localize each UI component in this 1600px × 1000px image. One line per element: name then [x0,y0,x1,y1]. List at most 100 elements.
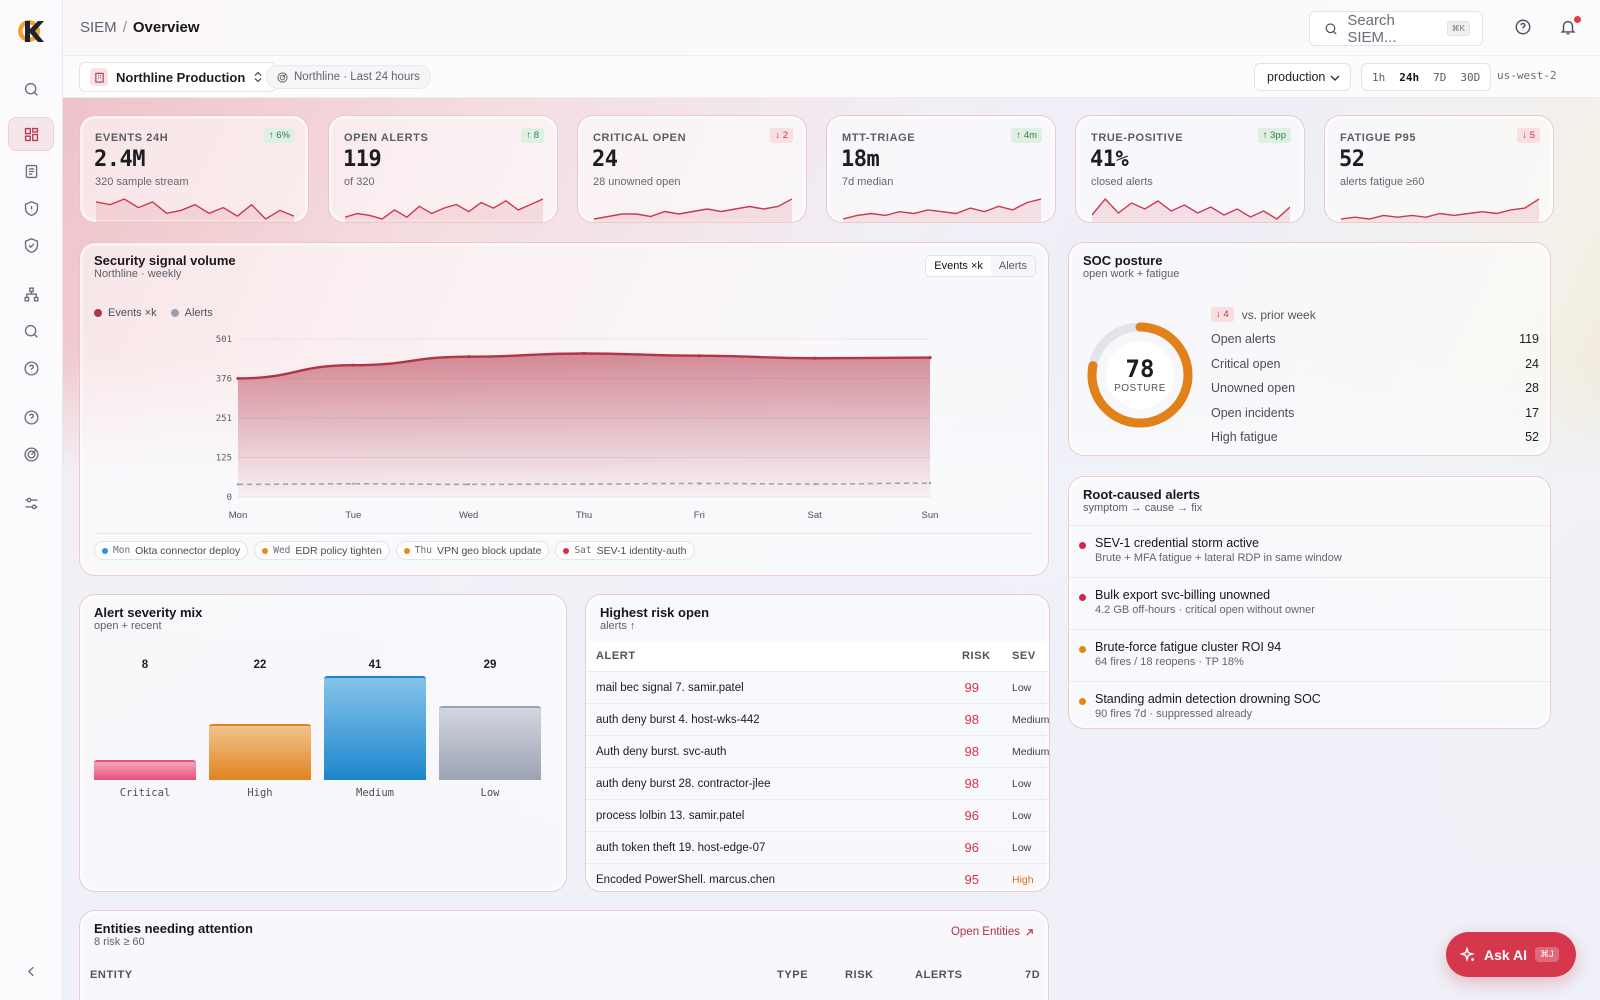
kpi-value: 52 [1339,147,1365,172]
events-point[interactable] [697,354,701,358]
severity-value: 8 [141,659,149,671]
col-risk[interactable]: RISK [845,969,874,981]
sidebar-detections-icon[interactable] [8,228,54,262]
project-switcher[interactable]: Northline Production [79,62,277,92]
alerts-point[interactable] [352,482,355,485]
posture-stat-row: Open incidents 17 [1211,406,1539,420]
legend-events[interactable]: Events ×k [94,307,157,319]
kpi-value: 24 [592,147,618,172]
sidebar-logs-icon[interactable] [8,154,54,188]
card-title: SOC posture [1083,253,1163,268]
tab-events[interactable]: Events ×k [926,256,991,276]
kpi-label: MTT-TRIAGE [842,132,916,144]
table-row[interactable]: mail bec signal 7. samir.patel 99 Low [586,671,1049,703]
root-cause-item[interactable]: Bulk export svc-billing unowned 4.2 GB of… [1069,577,1550,629]
alerts-point[interactable] [813,482,816,486]
severity-bar[interactable] [209,724,311,780]
tab-alerts[interactable]: Alerts [998,260,1027,272]
kpi-card[interactable]: TRUE-POSITIVE 41% closed alerts ↑ 3pp [1075,115,1305,223]
annotation-chip[interactable]: Thu VPN geo block update [395,541,550,560]
events-point[interactable] [467,355,471,359]
severity-bar[interactable] [324,676,426,780]
table-row[interactable]: auth deny burst 4. host-wks-442 98 Medium [586,703,1049,735]
col-type[interactable]: TYPE [777,969,809,981]
root-cause-item[interactable]: Standing admin detection drowning SOC 90 … [1069,681,1550,733]
col-alerts[interactable]: ALERTS [915,969,963,981]
severity-bar[interactable] [94,759,196,780]
ask-ai-button[interactable]: Ask AI ⌘J [1446,932,1576,977]
sidebar-search-icon[interactable] [8,72,54,106]
sidebar-threat-intel-icon[interactable] [8,437,54,471]
col-7d[interactable]: 7D [1025,969,1041,981]
root-cause-item[interactable]: SEV-1 credential storm active Brute + MFA… [1069,525,1550,577]
alerts-point[interactable] [467,483,470,486]
risk-score: 99 [964,680,979,695]
root-cause-item[interactable]: Brute-force fatigue cluster ROI 94 64 fir… [1069,629,1550,681]
alerts-point[interactable] [698,482,701,485]
sidebar-support-icon[interactable] [8,400,54,434]
alerts-point[interactable] [582,482,586,486]
events-point[interactable] [813,356,817,360]
sidebar-help-icon[interactable] [8,351,54,385]
table-row[interactable]: process lolbin 13. samir.patel 96 Low [586,799,1049,831]
breadcrumb-root[interactable]: SIEM [80,19,117,36]
sidebar-dashboard-icon[interactable] [8,117,54,151]
kpi-sparkline [843,198,1041,222]
kpi-card[interactable]: FATIGUE P95 52 alerts fatigue ≥60 ↓ 5 [1324,115,1554,223]
kpi-value: 41% [1090,147,1129,172]
scope-badge[interactable]: Northline · Last 24 hours [266,65,431,89]
range-7d[interactable]: 7D [1433,70,1447,84]
table-row[interactable]: auth deny burst 28. contractor-jlee 98 Low [586,767,1049,799]
severity-label: Critical [119,787,171,799]
app-logo[interactable] [16,16,46,46]
col-sev[interactable]: SEV [1012,650,1036,662]
kpi-card[interactable]: EVENTS 24H 2.4M 320 sample stream ↑ 6% [79,115,309,223]
help-icon[interactable] [1514,18,1534,38]
collapse-sidebar-icon[interactable] [8,958,54,984]
kpi-card[interactable]: CRITICAL OPEN 24 28 unowned open ↓ 2 [577,115,807,223]
range-24h[interactable]: 24h [1399,70,1420,84]
kpi-label: OPEN ALERTS [344,132,429,144]
top-bar: SIEM / Overview Search SIEM... ⌘K [63,0,1600,56]
kpi-card[interactable]: MTT-TRIAGE 18m 7d median ↑ 4m [826,115,1056,223]
range-30d[interactable]: 30D [1460,70,1481,84]
range-1h[interactable]: 1h [1372,70,1386,84]
severity-value: 29 [483,659,497,671]
events-point[interactable] [582,351,586,356]
root-caused-alerts-card: Root-caused alerts symptom → cause → fix… [1068,476,1551,729]
search-input[interactable]: Search SIEM... ⌘K [1309,11,1483,46]
sidebar-settings-icon[interactable] [8,486,54,520]
events-point[interactable] [236,376,240,381]
table-row[interactable]: Encoded PowerShell. marcus.chen 95 High [586,863,1049,891]
table-row[interactable]: Auth deny burst. svc-auth 98 Medium [586,735,1049,767]
open-entities-link[interactable]: Open Entities [951,926,1034,938]
events-point[interactable] [351,363,355,367]
annotation-chip[interactable]: Wed EDR policy tighten [254,541,390,560]
notifications-bell-icon[interactable] [1559,16,1581,38]
posture-stat-row: Unowned open 28 [1211,381,1539,395]
sidebar-alerts-icon[interactable] [8,191,54,225]
card-subtitle: Northline · weekly [94,268,182,280]
annotation-chip[interactable]: Mon Okta connector deploy [94,541,249,560]
kpi-sparkline [594,198,792,222]
alerts-point[interactable] [236,483,240,486]
kpi-card[interactable]: OPEN ALERTS 119 of 320 ↑ 8 [328,115,558,223]
severity-dot [1079,698,1086,705]
events-point[interactable] [928,356,932,360]
sidebar-investigate-icon[interactable] [8,314,54,348]
severity-label: Medium [1012,713,1050,726]
col-entity[interactable]: ENTITY [90,969,133,981]
kpi-delta: ↑ 8 [521,128,544,143]
root-cause-detail: 64 fires / 18 reopens · TP 18% [1095,656,1244,668]
signal-volume-card: Security signal volume Northline · weekl… [79,242,1049,576]
legend-alerts[interactable]: Alerts [170,307,213,319]
search-icon [1325,22,1337,34]
environment-select[interactable]: production [1254,63,1351,91]
table-row[interactable]: auth token theft 19. host-edge-07 96 Low [586,831,1049,863]
annotation-chip[interactable]: Sat SEV-1 identity-auth [555,541,695,560]
col-alert[interactable]: ALERT [596,650,636,662]
sidebar-network-icon[interactable] [8,277,54,311]
severity-bar[interactable] [439,706,541,780]
col-risk[interactable]: RISK [962,650,991,662]
alerts-point[interactable] [928,481,932,485]
